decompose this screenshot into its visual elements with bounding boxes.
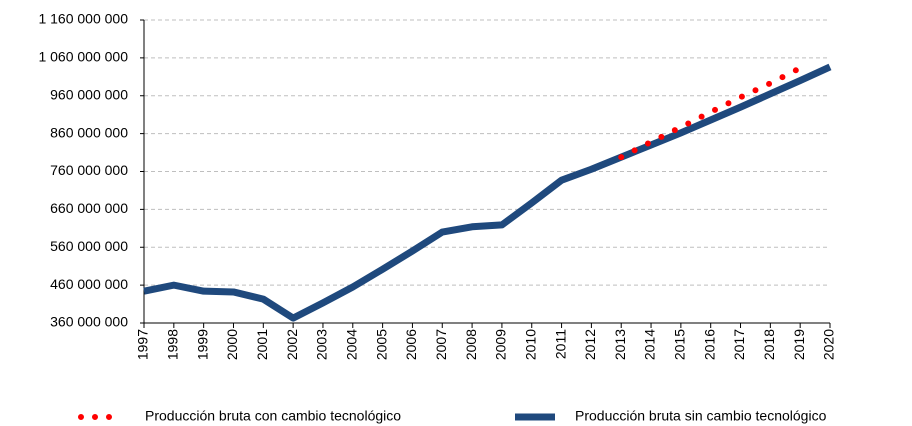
x-tick-label: 2011: [552, 329, 568, 359]
series-line: [143, 63, 832, 322]
x-tick-label: 2018: [761, 329, 777, 360]
x-tick-label: 2001: [254, 329, 270, 360]
legend-label: Producción bruta sin cambio tecnológico: [575, 408, 827, 424]
y-tick-label: 760 000 000: [50, 162, 128, 178]
x-tick-label: 2019: [791, 329, 807, 360]
x-tick-label: 2008: [463, 329, 479, 360]
x-tick-label: 2016: [701, 329, 717, 360]
y-tick-label: 560 000 000: [50, 238, 128, 254]
x-tick-label: 2005: [373, 329, 389, 360]
y-tick-label: 460 000 000: [50, 276, 128, 292]
series-line: [618, 65, 804, 161]
x-tick-label: 2015: [672, 329, 688, 360]
x-tick-label: 2013: [612, 329, 628, 360]
x-tick-label: 2017: [731, 329, 747, 360]
x-tick-label: 2009: [493, 329, 509, 360]
x-tick-label: 2020: [821, 329, 837, 360]
x-tick-label: 2010: [522, 329, 538, 360]
x-tick-label: 2007: [433, 329, 449, 360]
x-tick-label: 2012: [582, 329, 598, 360]
x-tick-label: 1997: [135, 329, 151, 360]
y-tick-label: 360 000 000: [50, 314, 128, 330]
legend-label: Producción bruta con cambio tecnológico: [145, 408, 401, 424]
x-tick-label: 2000: [224, 329, 240, 360]
x-tick-label: 2006: [403, 329, 419, 360]
x-tick-label: 2004: [343, 329, 359, 360]
y-tick-label: 1 060 000 000: [38, 49, 128, 65]
x-tick-label: 2003: [314, 329, 330, 360]
y-tick-label: 1 160 000 000: [38, 11, 128, 27]
x-tick-label: 2002: [284, 329, 300, 360]
x-tick-label: 1998: [165, 329, 181, 360]
y-tick-label: 960 000 000: [50, 86, 128, 102]
x-tick-label: 1999: [194, 329, 210, 360]
x-tick-label: 2014: [642, 329, 658, 360]
y-tick-label: 660 000 000: [50, 200, 128, 216]
y-tick-label: 860 000 000: [50, 124, 128, 140]
